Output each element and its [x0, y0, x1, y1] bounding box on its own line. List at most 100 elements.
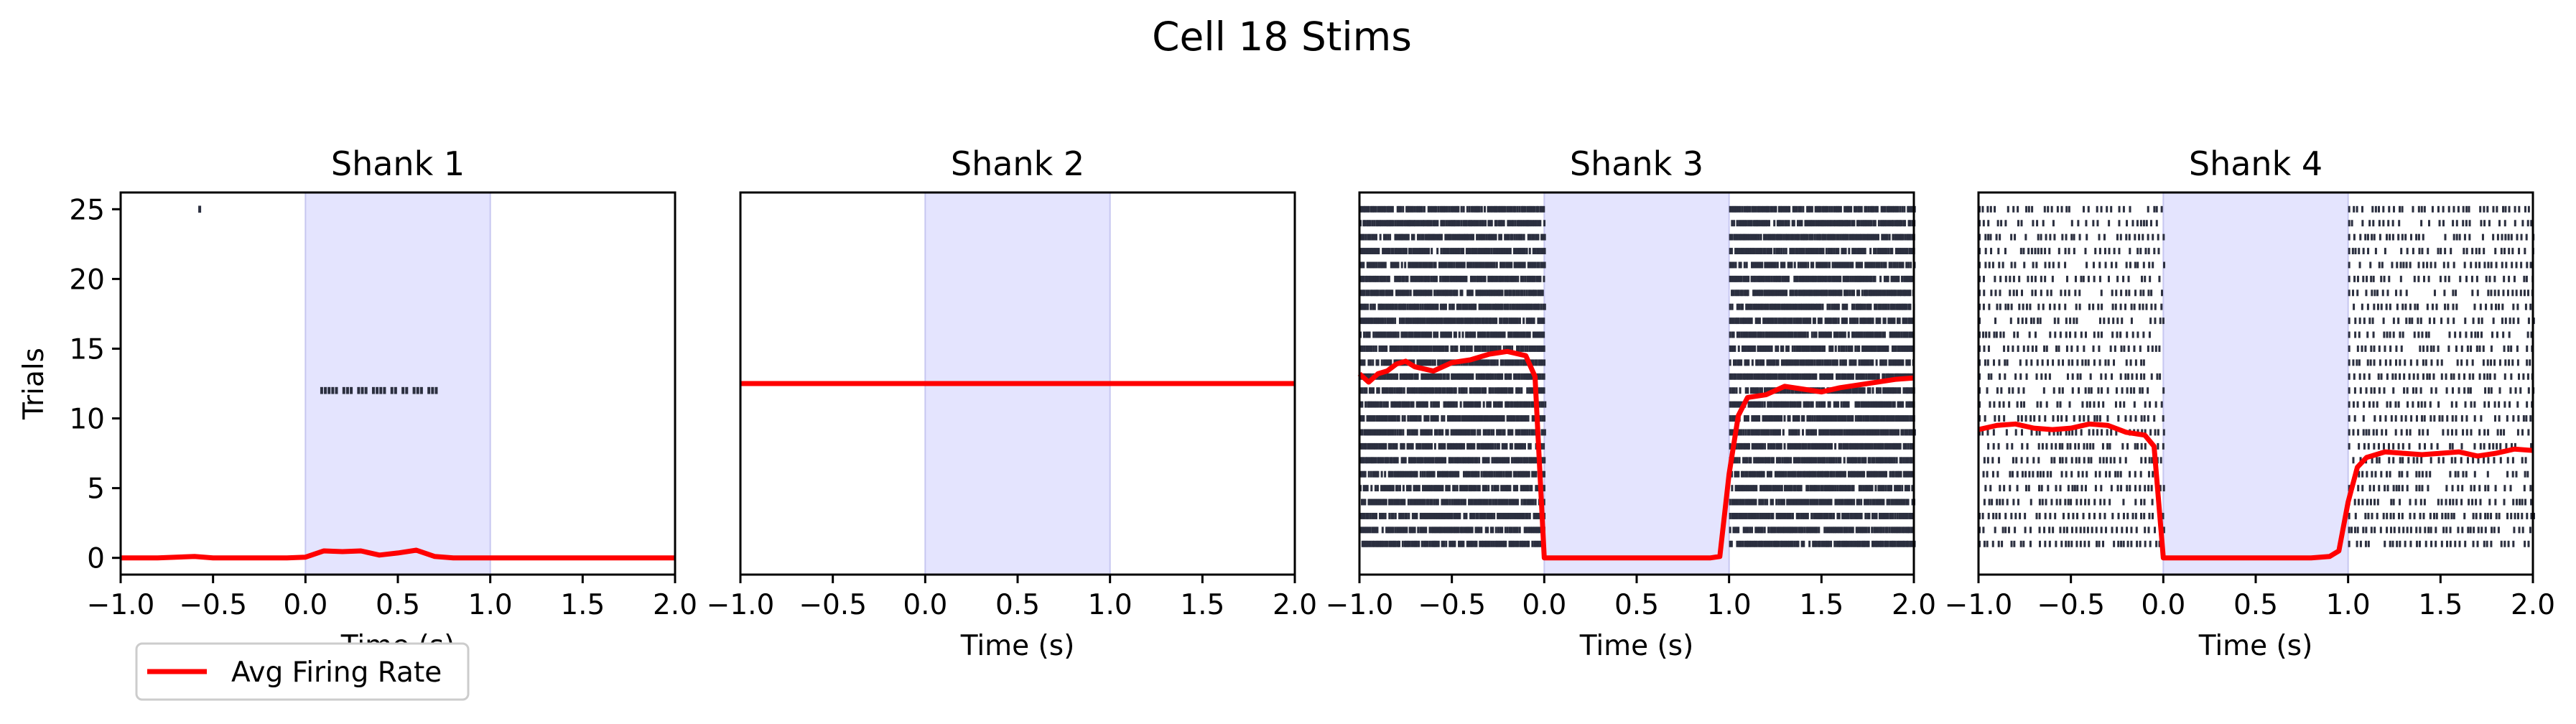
spike-tick: [1887, 234, 1889, 241]
spike-tick: [1894, 457, 1896, 463]
spike-tick: [1761, 541, 1763, 547]
spike-tick: [1468, 471, 1470, 478]
spike-tick: [2049, 541, 2051, 547]
spike-tick: [1793, 220, 1795, 226]
spike-tick: [2487, 513, 2489, 519]
spike-tick: [2527, 541, 2529, 547]
spike-tick: [1465, 276, 1467, 282]
spike-tick: [1863, 471, 1865, 478]
spike-tick: [1861, 289, 1864, 296]
spike-tick: [1455, 429, 1457, 435]
spike-tick: [1385, 276, 1387, 282]
spike-tick: [1851, 499, 1853, 506]
spike-tick: [1768, 317, 1770, 324]
spike-tick: [1858, 499, 1860, 506]
spike-tick: [1399, 317, 1401, 324]
spike-tick: [1396, 220, 1398, 226]
spike-tick: [1884, 332, 1886, 338]
spike-tick: [1510, 289, 1512, 296]
spike-tick: [1861, 359, 1863, 366]
spike-tick: [1438, 261, 1441, 268]
spike-tick: [327, 387, 330, 394]
spike-tick: [1432, 359, 1434, 366]
spike-tick: [1412, 248, 1414, 254]
spike-tick: [1544, 248, 1546, 254]
spike-tick: [1410, 402, 1413, 408]
spike-tick: [1833, 402, 1836, 408]
spike-tick: [1456, 345, 1458, 352]
spike-tick: [1796, 248, 1798, 254]
spike-tick: [1747, 485, 1749, 491]
spike-tick: [391, 387, 394, 394]
spike-tick: [1530, 220, 1532, 226]
spike-tick: [1815, 457, 1817, 463]
spike-tick: [1470, 332, 1472, 338]
spike-tick: [1443, 499, 1445, 506]
spike-tick: [2155, 541, 2157, 547]
spike-tick: [1776, 402, 1778, 408]
spike-tick: [1771, 345, 1773, 352]
spike-tick: [1443, 261, 1446, 268]
spike-tick: [1762, 415, 1764, 422]
spike-tick: [1478, 526, 1480, 533]
spike-tick: [1435, 304, 1437, 310]
spike-tick: [1375, 332, 1377, 338]
spike-tick: [1537, 541, 1539, 547]
spike-tick: [1402, 471, 1404, 478]
spike-tick: [1372, 387, 1375, 394]
spike-tick: [1746, 332, 1748, 338]
spike-tick: [1815, 485, 1818, 491]
spike-tick: [1505, 499, 1507, 506]
spike-tick: [1884, 276, 1886, 282]
spike-tick: [1364, 220, 1366, 226]
spike-tick: [1455, 248, 1457, 254]
spike-tick: [1521, 402, 1523, 408]
spike-tick: [2102, 541, 2104, 547]
spike-tick: [1469, 248, 1471, 254]
spike-tick: [1411, 373, 1413, 380]
spike-tick: [1362, 276, 1364, 282]
spike-tick: [1729, 359, 1731, 366]
spike-tick: [1431, 304, 1433, 310]
spike-tick: [1889, 457, 1892, 463]
spike-tick: [2463, 513, 2465, 519]
spike-tick: [1494, 387, 1497, 394]
spike-tick: [1885, 220, 1887, 226]
spike-tick: [1463, 345, 1465, 352]
spike-tick: [1400, 499, 1403, 506]
spike-tick: [1364, 471, 1367, 478]
spike-tick: [1363, 332, 1365, 338]
spike-tick: [1819, 206, 1821, 213]
spike-tick: [1385, 429, 1387, 435]
spike-tick: [1443, 526, 1445, 533]
spike-tick: [1861, 429, 1864, 435]
spike-tick: [1867, 415, 1869, 422]
spike-tick: [1849, 289, 1851, 296]
spike-tick: [1487, 526, 1489, 533]
spike-tick: [1517, 359, 1520, 366]
spike-tick: [331, 387, 334, 394]
spike-tick: [1373, 345, 1375, 352]
spike-tick: [1515, 206, 1517, 213]
spike-tick: [1487, 317, 1489, 324]
spike-tick: [1520, 457, 1522, 463]
spike-tick: [2459, 541, 2461, 547]
spike-tick: [1395, 443, 1398, 450]
spike-tick: [1375, 261, 1377, 268]
spike-tick: [1744, 415, 1746, 422]
spike-tick: [1846, 541, 1848, 547]
spike-tick: [1783, 248, 1785, 254]
spike-tick: [1427, 499, 1429, 506]
spike-tick: [1878, 415, 1880, 422]
spike-tick: [1368, 471, 1370, 478]
spike-tick: [1415, 345, 1417, 352]
spike-tick: [1736, 234, 1739, 241]
spike-tick: [1510, 206, 1512, 213]
spike-tick: [1836, 248, 1838, 254]
spike-tick: [1401, 261, 1403, 268]
spike-tick: [1441, 541, 1443, 547]
spike-tick: [1515, 415, 1517, 422]
spike-tick: [1879, 332, 1882, 338]
spike-tick: [1454, 234, 1456, 241]
spike-tick: [1794, 526, 1796, 533]
